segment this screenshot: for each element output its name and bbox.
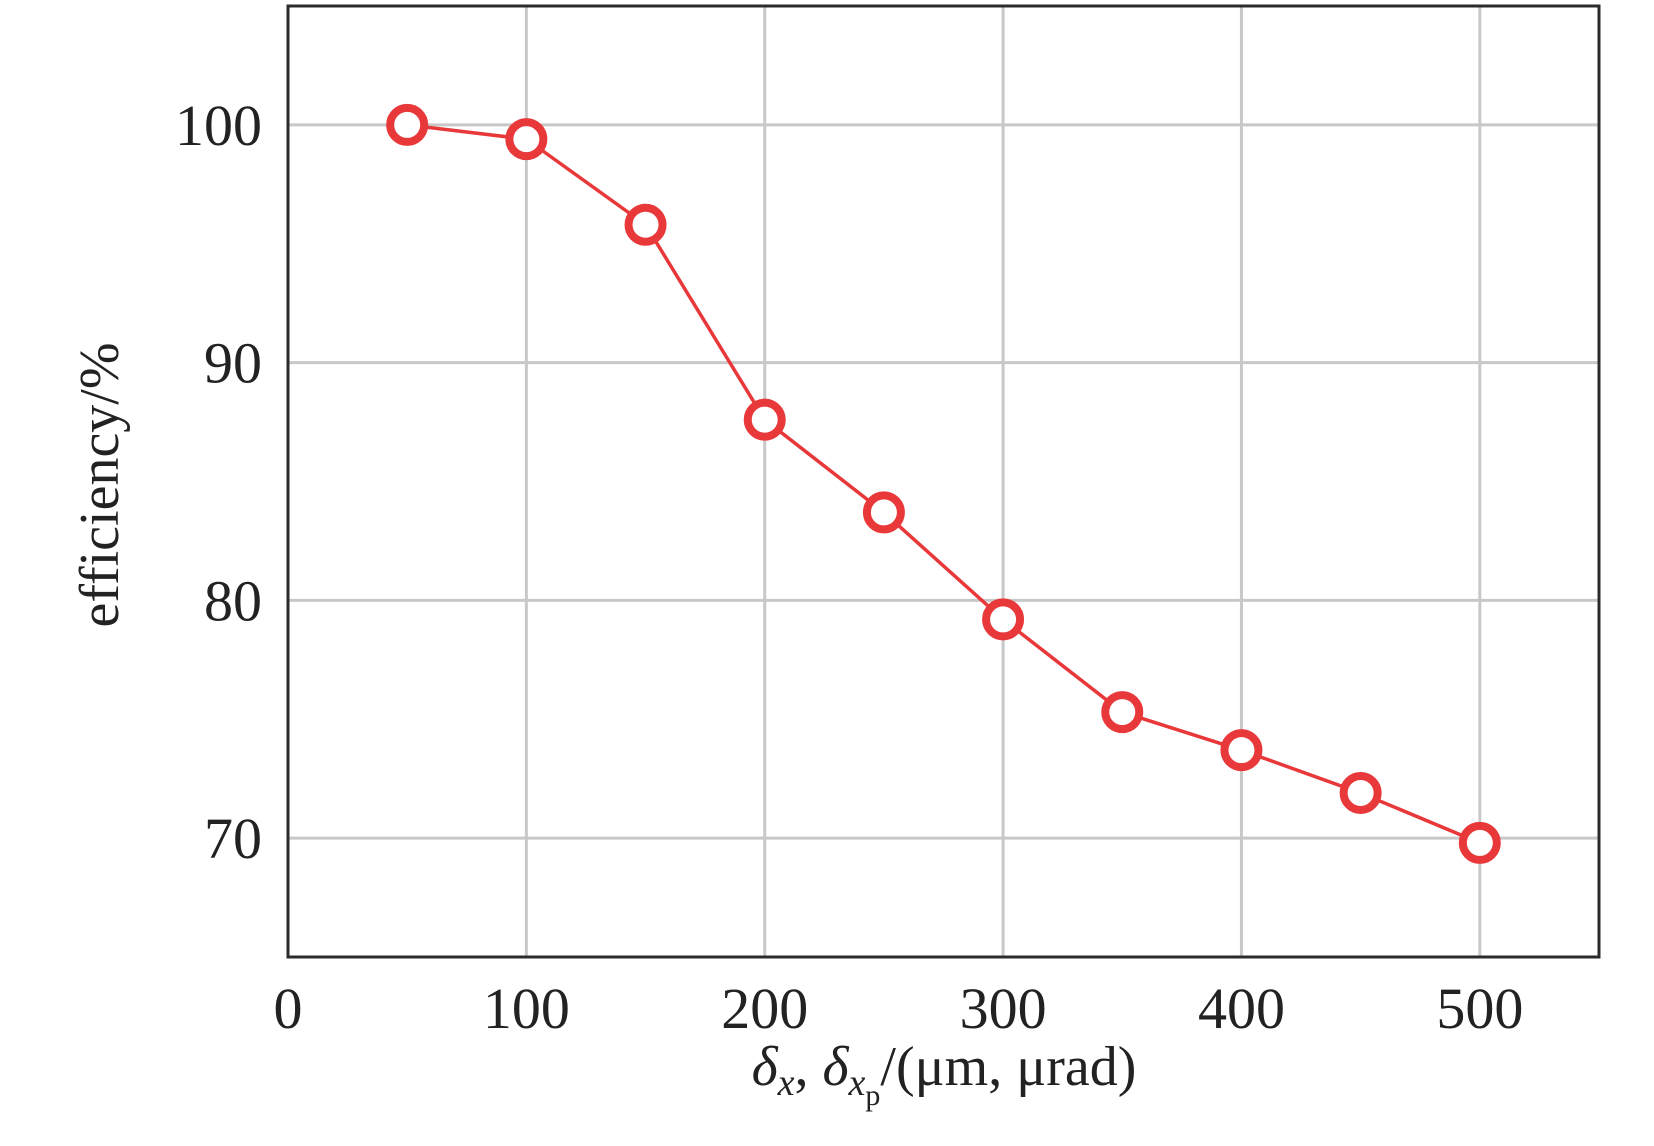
x-axis-label-sub-1: x (777, 1062, 795, 1104)
y-tick-label: 70 (204, 806, 262, 871)
data-point (862, 491, 905, 534)
x-tick-label: 300 (960, 976, 1047, 1041)
data-point (505, 118, 548, 161)
x-axis-label-delta-1: δ (752, 1036, 779, 1098)
x-tick-label: 200 (721, 976, 808, 1041)
x-axis-label-sub-2: x (848, 1062, 866, 1104)
plot-frame (286, 4, 1601, 959)
series-line (406, 123, 1481, 845)
grid-lines (288, 6, 1599, 957)
x-axis-label-sub-2-sub: p (865, 1079, 880, 1112)
y-tick-label: 80 (204, 568, 262, 633)
x-tick-label: 100 (483, 976, 570, 1041)
data-point (1220, 729, 1263, 772)
data-point (386, 103, 429, 146)
x-axis-label-delta-2: δ (823, 1036, 850, 1098)
data-point (1339, 771, 1382, 814)
data-point (1458, 821, 1501, 864)
y-tick-label: 100 (175, 93, 262, 158)
x-axis-label: δx, δxp/(μm, μrad) (752, 1036, 1137, 1112)
y-axis-label: efficiency/% (69, 342, 131, 627)
x-tick-label: 500 (1436, 976, 1523, 1041)
x-axis-label-units: /(μm, μrad) (880, 1036, 1136, 1098)
data-point (624, 203, 667, 246)
series-layer (386, 103, 1501, 864)
data-point (982, 598, 1025, 641)
x-axis-label-sep: , (795, 1036, 823, 1098)
data-point (1101, 691, 1144, 734)
y-tick-label: 90 (204, 331, 262, 396)
x-tick-label: 0 (274, 976, 303, 1041)
data-point (743, 398, 786, 441)
x-tick-label: 400 (1198, 976, 1285, 1041)
tick-labels: 0 100 200 300 400 500 70 80 90 100 (175, 93, 1523, 1041)
